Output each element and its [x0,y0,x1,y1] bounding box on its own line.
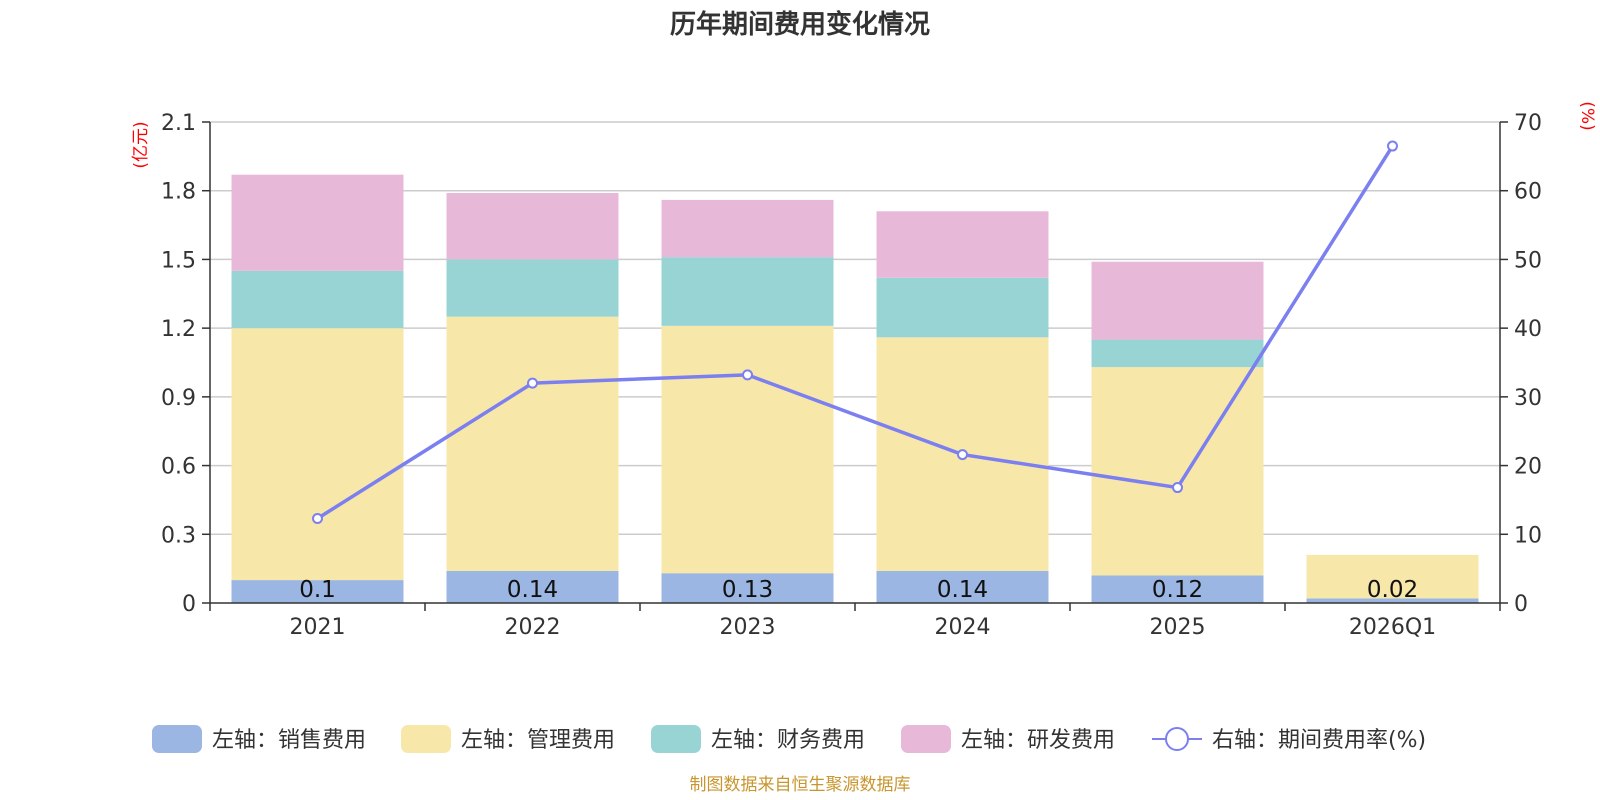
bar-1-2026Q1 [1306,598,1479,603]
bar-4-2021 [231,174,404,271]
legend-swatch-1 [152,725,202,753]
left-tick-label: 1.2 [161,317,196,342]
bar-value-label: 0.1 [299,577,336,603]
rate-line-series [312,140,1398,524]
bar-value-label: 0.02 [1367,577,1418,603]
bar-1-2025 [1091,575,1264,603]
right-tick-label: 40 [1514,317,1542,342]
rate-line [316,145,1394,520]
left-tick-label: 0.9 [161,386,196,411]
rate-point-2022 [527,377,538,389]
bar-3-2025 [1091,339,1264,368]
bar-2-2021 [231,328,404,581]
bar-3-2024 [876,277,1049,338]
bar-1-2021 [231,580,404,603]
right-tick-label: 10 [1514,523,1542,548]
bar-2-2026Q1 [1306,554,1479,599]
bar-1-2022 [446,570,619,603]
right-tick-label: 70 [1514,111,1542,136]
left-tick-label: 2.1 [161,111,196,136]
legend-label-4: 左轴：研发费用 [961,728,1115,753]
bar-2-2025 [1091,367,1264,576]
x-tick-label: 2025 [1150,615,1206,640]
right-tick-label: 0 [1514,592,1528,617]
legend-label-3: 左轴：财务费用 [711,728,865,753]
axes: 0 0.3 0.6 0.9 1.2 1.5 1.8 2.1 0 10 20 30 40 50 60 70 202… [161,111,1542,640]
rate-point-2025 [1172,482,1183,494]
right-axis-unit: (%) [1577,101,1597,130]
bar-3-2021 [231,270,404,329]
left-tick-label: 0 [182,592,196,617]
left-axis-unit: (亿元) [131,121,151,168]
left-tick-label: 0.3 [161,523,196,548]
bar-4-2025 [1091,261,1264,340]
bar-3-2022 [446,259,619,317]
left-tick-label: 1.8 [161,180,196,205]
bar-value-label: 0.14 [937,577,988,603]
legend-line-marker [1165,727,1189,751]
bar-2-2023 [661,325,834,574]
bar-4-2023 [661,199,834,258]
rate-point-2021 [312,512,323,524]
legend-swatch-4 [901,725,951,753]
right-tick-label: 30 [1514,386,1542,411]
gridlines [210,121,1500,536]
right-tick-label: 50 [1514,248,1542,273]
legend-label-2: 左轴：管理费用 [461,728,615,753]
bar-1-2023 [661,573,834,603]
x-tick-label: 2021 [290,615,346,640]
x-tick-label: 2026Q1 [1349,615,1436,640]
legend-swatch-3 [651,725,701,753]
rate-point-2024 [957,449,968,461]
chart-title: 历年期间费用变化情况 [670,9,930,40]
bar-4-2024 [876,211,1049,278]
x-tick-label: 2024 [935,615,991,640]
bar-labels: 0.1 0.14 0.13 0.14 0.12 0.02 [299,577,1418,603]
rate-point-2023 [742,369,753,381]
rate-point-2026Q1 [1387,140,1398,152]
bar-4-2022 [446,193,619,260]
left-tick-label: 1.5 [161,248,196,273]
right-tick-label: 60 [1514,180,1542,205]
bar-value-label: 0.13 [722,577,773,603]
bar-1-2024 [876,570,1049,603]
legend-label-5: 右轴：期间费用率(%) [1212,728,1426,753]
bar-2-2022 [446,316,619,571]
bar-value-label: 0.12 [1152,577,1203,603]
x-tick-label: 2023 [720,615,776,640]
source-note: 制图数据来自恒生聚源数据库 [690,775,911,795]
x-tick-label: 2022 [505,615,561,640]
legend: 左轴：销售费用 左轴：管理费用 左轴：财务费用 左轴：研发费用 右轴：期间费用率(%) [152,725,1426,753]
legend-label-1: 左轴：销售费用 [212,728,366,753]
bar-value-label: 0.14 [507,577,558,603]
bar-series [231,174,1479,603]
right-tick-label: 20 [1514,455,1542,480]
bar-3-2023 [661,257,834,326]
legend-swatch-2 [401,725,451,753]
left-tick-label: 0.6 [161,455,196,480]
